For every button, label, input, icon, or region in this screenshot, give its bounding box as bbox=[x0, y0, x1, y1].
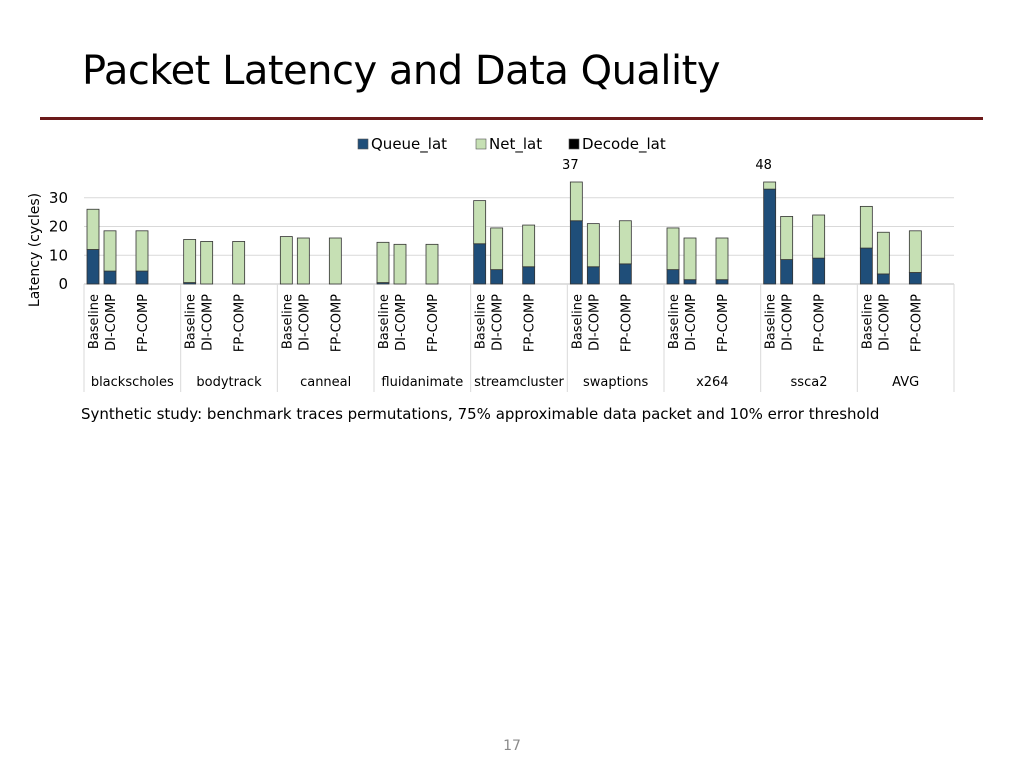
bar-segment bbox=[876, 231, 890, 275]
group-label: fluidanimate bbox=[381, 375, 463, 390]
bar-segment bbox=[859, 247, 873, 285]
bar-label: FP-COMP bbox=[426, 294, 441, 352]
bar-label: Baseline bbox=[570, 294, 585, 349]
bar-segment bbox=[183, 239, 197, 283]
group-label: blackscholes bbox=[91, 375, 174, 390]
group-label: AVG bbox=[892, 375, 919, 390]
bar-label: DI-COMP bbox=[394, 294, 409, 351]
y-tick-label: 0 bbox=[58, 275, 68, 293]
bar-segment bbox=[763, 188, 777, 285]
bar-segment bbox=[393, 243, 407, 285]
bar-segment bbox=[522, 224, 536, 268]
bar-label: Baseline bbox=[280, 294, 295, 349]
bar-label: Baseline bbox=[184, 294, 199, 349]
group-label: canneal bbox=[300, 375, 351, 390]
bar-label: Baseline bbox=[860, 294, 875, 349]
bar-segment bbox=[490, 269, 504, 285]
group-label: bodytrack bbox=[196, 375, 262, 390]
off-scale-annotation: 48 bbox=[755, 158, 772, 173]
bar-segment bbox=[135, 270, 149, 285]
legend-swatch bbox=[475, 138, 487, 150]
bar-segment bbox=[876, 273, 890, 285]
bar-segment bbox=[812, 257, 826, 285]
bar-segment bbox=[812, 214, 826, 259]
legend-label: Queue_lat bbox=[371, 135, 447, 154]
bar-label: DI-COMP bbox=[877, 294, 892, 351]
group-label: x264 bbox=[696, 375, 729, 390]
off-scale-annotation: 37 bbox=[562, 158, 579, 173]
legend-label: Net_lat bbox=[489, 135, 542, 154]
bar-segment bbox=[618, 263, 632, 285]
bar-label: Baseline bbox=[377, 294, 392, 349]
bar-segment bbox=[473, 200, 487, 245]
bar-segment bbox=[490, 227, 504, 271]
bar-label: DI-COMP bbox=[201, 294, 216, 351]
group-label: ssca2 bbox=[791, 375, 828, 390]
y-tick-label: 10 bbox=[49, 246, 68, 264]
y-tick-label: 30 bbox=[49, 189, 68, 207]
bar-segment bbox=[683, 279, 697, 285]
group-label: streamcluster bbox=[474, 375, 564, 390]
bar-label: FP-COMP bbox=[716, 294, 731, 352]
bar-label: DI-COMP bbox=[297, 294, 312, 351]
bar-segment bbox=[666, 227, 680, 271]
bar-label: DI-COMP bbox=[104, 294, 119, 351]
bar-segment bbox=[569, 181, 583, 222]
slide-caption: Synthetic study: benchmark traces permut… bbox=[81, 405, 880, 423]
bar-segment bbox=[859, 205, 873, 249]
bar-segment bbox=[908, 230, 922, 273]
bar-label: FP-COMP bbox=[136, 294, 151, 352]
y-axis-label: Latency (cycles) bbox=[27, 193, 43, 307]
legend-swatch bbox=[357, 138, 369, 150]
bar-segment bbox=[908, 272, 922, 285]
page-number: 17 bbox=[503, 738, 521, 754]
bar-label: Baseline bbox=[667, 294, 682, 349]
bar-segment bbox=[569, 220, 583, 285]
bar-segment bbox=[279, 236, 293, 285]
bar-label: DI-COMP bbox=[781, 294, 796, 351]
legend-swatch bbox=[568, 138, 580, 150]
bar-segment bbox=[780, 216, 794, 260]
bar-segment bbox=[715, 237, 729, 281]
bar-label: FP-COMP bbox=[329, 294, 344, 352]
latency-chart: 0 10 20 30 Latency (cycles) Queue_lat Net_lat D… bbox=[27, 135, 955, 392]
bar-segment bbox=[232, 241, 246, 285]
bar-label: FP-COMP bbox=[619, 294, 634, 352]
legend-label: Decode_lat bbox=[582, 135, 666, 154]
bar-segment bbox=[473, 243, 487, 285]
bar-segment bbox=[586, 266, 600, 285]
bar-segment bbox=[780, 259, 794, 285]
bar-label: FP-COMP bbox=[909, 294, 924, 352]
bar-segment bbox=[200, 241, 214, 285]
bar-label: Baseline bbox=[764, 294, 779, 349]
bar-label: FP-COMP bbox=[233, 294, 248, 352]
bar-segment bbox=[763, 181, 777, 190]
bar-label: FP-COMP bbox=[523, 294, 538, 352]
bar-label: DI-COMP bbox=[684, 294, 699, 351]
bar-segment bbox=[586, 223, 600, 268]
bar-segment bbox=[618, 220, 632, 265]
bar-segment bbox=[86, 249, 100, 285]
bar-label: FP-COMP bbox=[813, 294, 828, 352]
bar-segment bbox=[86, 208, 100, 250]
bar-segment bbox=[103, 230, 117, 272]
y-tick-label: 20 bbox=[49, 218, 68, 236]
group-label: swaptions bbox=[583, 375, 649, 390]
bar-label: Baseline bbox=[87, 294, 102, 349]
bar-segment bbox=[425, 243, 439, 285]
bar-segment bbox=[296, 237, 310, 285]
bar-segment bbox=[103, 270, 117, 285]
bar-segment bbox=[683, 237, 697, 281]
bar-label: DI-COMP bbox=[491, 294, 506, 351]
bar-label: Baseline bbox=[474, 294, 489, 349]
title-divider bbox=[40, 117, 983, 120]
bar-segment bbox=[376, 241, 390, 283]
bar-segment bbox=[328, 237, 342, 285]
bar-segment bbox=[715, 279, 729, 285]
bar-segment bbox=[666, 269, 680, 285]
slide-title: Packet Latency and Data Quality bbox=[82, 48, 721, 94]
bar-segment bbox=[522, 266, 536, 285]
bar-segment bbox=[135, 230, 149, 272]
bar-label: DI-COMP bbox=[587, 294, 602, 351]
